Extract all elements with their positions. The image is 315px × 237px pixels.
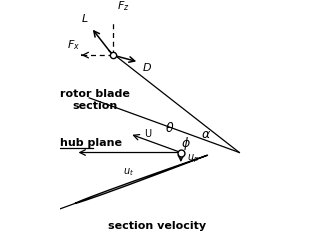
Text: $F_z$: $F_z$ [117, 0, 129, 13]
Text: $F_x$: $F_x$ [66, 38, 80, 52]
Polygon shape [76, 155, 208, 203]
Text: rotor blade
section: rotor blade section [60, 89, 130, 111]
Text: $\alpha$: $\alpha$ [201, 128, 211, 141]
Text: D: D [143, 63, 152, 73]
Text: L: L [82, 14, 88, 24]
Text: $\theta$: $\theta$ [165, 121, 174, 135]
Text: $u_t$: $u_t$ [123, 166, 134, 178]
Text: U: U [144, 129, 151, 139]
Text: hub plane: hub plane [60, 138, 122, 148]
Text: $\phi$: $\phi$ [181, 135, 191, 151]
Text: $u_p$: $u_p$ [187, 152, 199, 165]
Text: section velocity: section velocity [108, 221, 207, 231]
